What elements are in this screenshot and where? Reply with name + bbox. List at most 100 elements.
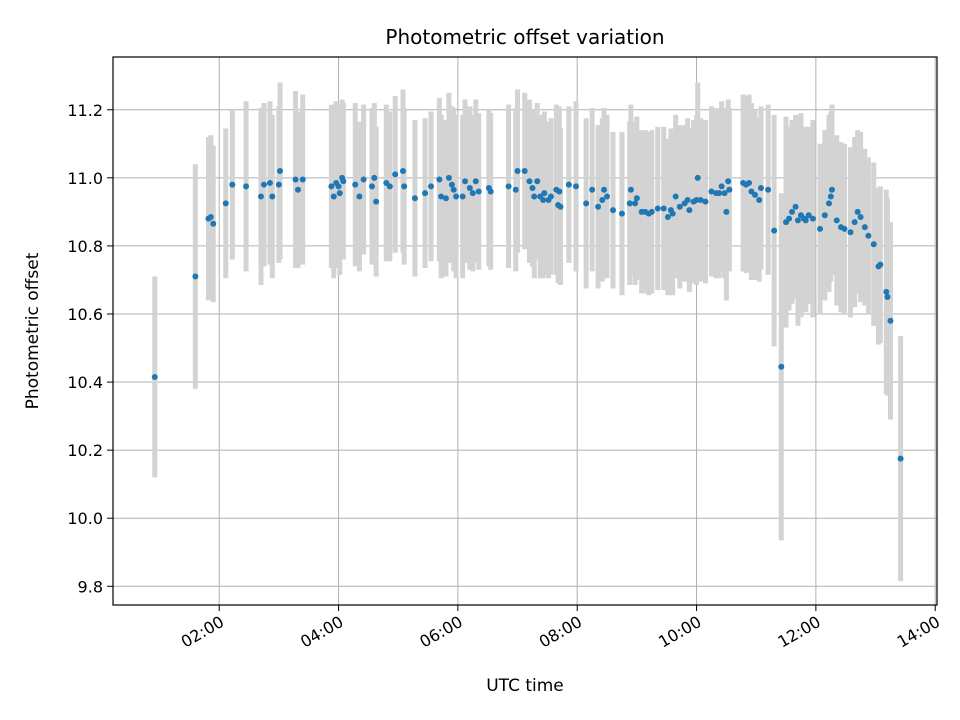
y-tick-label: 10.0 [67,509,103,528]
data-point [752,191,759,198]
data-point [151,373,158,380]
data-point [422,190,429,197]
data-point [335,183,342,190]
data-point [260,181,267,188]
data-point [883,288,890,295]
data-point [676,203,683,210]
data-point [654,205,661,212]
data-point [786,215,793,222]
data-point [817,225,824,232]
data-point [599,196,606,203]
data-point [626,200,633,207]
data-point [686,207,693,214]
data-point [648,208,655,215]
data-point [299,176,306,183]
data-point [328,183,335,190]
data-point [723,208,730,215]
data-point [664,213,671,220]
data-point [627,186,634,193]
data-point [459,193,466,200]
data-point [475,188,482,195]
data-point [693,196,700,203]
y-tick-label: 10.2 [67,441,103,460]
x-tick-label: 10:00 [655,612,704,652]
data-point [529,185,536,192]
data-point [275,181,282,188]
data-point [526,178,533,185]
data-point [340,178,347,185]
x-tick-label: 04:00 [297,612,346,652]
data-point [472,178,479,185]
data-point [436,176,443,183]
data-point [726,186,733,193]
data-point [618,210,625,217]
data-point [294,186,301,193]
data-point [534,178,541,185]
x-tick-label: 08:00 [536,612,585,652]
data-point [453,193,460,200]
data-point [442,195,449,202]
data-point [399,168,406,175]
data-point [827,193,834,200]
data-point [573,183,580,190]
data-point [694,174,701,181]
data-point [757,185,764,192]
data-point [512,186,519,193]
data-point [386,183,393,190]
data-point [210,220,217,227]
data-point [541,190,548,197]
data-point [445,174,452,181]
data-point [887,317,894,324]
x-tick-label: 12:00 [774,612,823,652]
data-point [371,174,378,181]
data-point [789,208,796,215]
data-point [721,190,728,197]
data-point [802,217,809,224]
error-bars [152,82,904,582]
y-tick-label: 10.8 [67,237,103,256]
data-point [192,273,199,280]
data-point [352,181,359,188]
data-point [401,183,408,190]
y-tick-label: 11.2 [67,101,103,120]
data-point [857,213,864,220]
data-point [373,198,380,205]
data-point [583,200,590,207]
data-point [330,193,337,200]
data-point [229,181,236,188]
data-point [448,181,455,188]
data-point [746,179,753,186]
y-axis-label: Photometric offset [23,252,43,409]
data-point [771,227,778,234]
data-point [833,217,840,224]
data-point [207,213,214,220]
data-point [702,198,709,205]
data-point [277,168,284,175]
y-tick-label: 11.0 [67,169,103,188]
y-tick-label: 10.6 [67,305,103,324]
data-point [368,183,375,190]
data-point [633,195,640,202]
data-point [865,232,872,239]
y-tick-label: 9.8 [78,577,103,596]
data-points [151,168,904,462]
data-point [805,212,812,219]
data-point [821,212,828,219]
data-point [877,261,884,268]
data-point [601,186,608,193]
data-point [604,193,611,200]
data-point [450,186,457,193]
data-point [765,186,772,193]
data-point [794,217,801,224]
data-point [531,193,538,200]
data-point [826,200,833,207]
data-point [660,205,667,212]
data-point [610,207,617,214]
data-point [595,203,602,210]
x-tick-label: 02:00 [178,612,227,652]
y-axis-ticks: 9.8 10.0 10.2 10.4 10.6 10.8 11.0 11.2 [67,101,113,596]
data-point [487,188,494,195]
data-point [505,183,512,190]
data-point [861,224,868,231]
